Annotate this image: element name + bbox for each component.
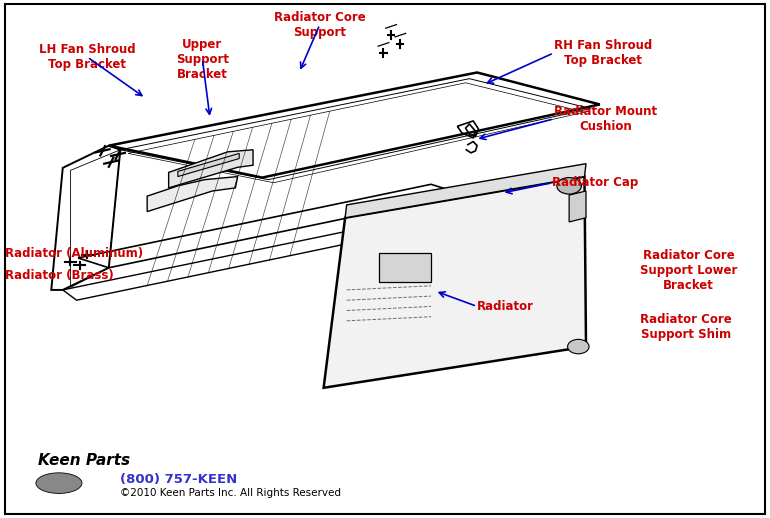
- Polygon shape: [147, 177, 238, 211]
- Text: (800) 757-KEEN: (800) 757-KEEN: [120, 473, 238, 486]
- Circle shape: [557, 178, 581, 194]
- Circle shape: [567, 339, 589, 354]
- Polygon shape: [569, 191, 586, 222]
- Text: LH Fan Shroud
Top Bracket: LH Fan Shroud Top Bracket: [39, 43, 136, 71]
- Text: Radiator (Aluminum): Radiator (Aluminum): [5, 248, 143, 261]
- Text: Radiator Cap: Radiator Cap: [552, 176, 638, 189]
- Text: Radiator Core
Support Shim: Radiator Core Support Shim: [640, 313, 732, 341]
- Bar: [379, 253, 431, 282]
- Text: Radiator Core
Support: Radiator Core Support: [274, 10, 366, 38]
- Text: Radiator Core
Support Lower
Bracket: Radiator Core Support Lower Bracket: [640, 249, 737, 292]
- Polygon shape: [345, 164, 586, 218]
- Ellipse shape: [36, 473, 82, 494]
- Text: Keen Parts: Keen Parts: [38, 453, 130, 468]
- Polygon shape: [178, 153, 239, 177]
- Text: Radiator Mount
Cushion: Radiator Mount Cushion: [554, 105, 657, 133]
- Text: Radiator: Radiator: [477, 300, 534, 313]
- Text: RH Fan Shroud
Top Bracket: RH Fan Shroud Top Bracket: [554, 39, 652, 67]
- Text: Upper
Support
Bracket: Upper Support Bracket: [176, 38, 229, 81]
- Polygon shape: [323, 177, 586, 388]
- Text: ©2010 Keen Parts Inc. All Rights Reserved: ©2010 Keen Parts Inc. All Rights Reserve…: [120, 488, 341, 498]
- Polygon shape: [169, 150, 253, 188]
- Text: Radiator (Brass): Radiator (Brass): [5, 269, 114, 282]
